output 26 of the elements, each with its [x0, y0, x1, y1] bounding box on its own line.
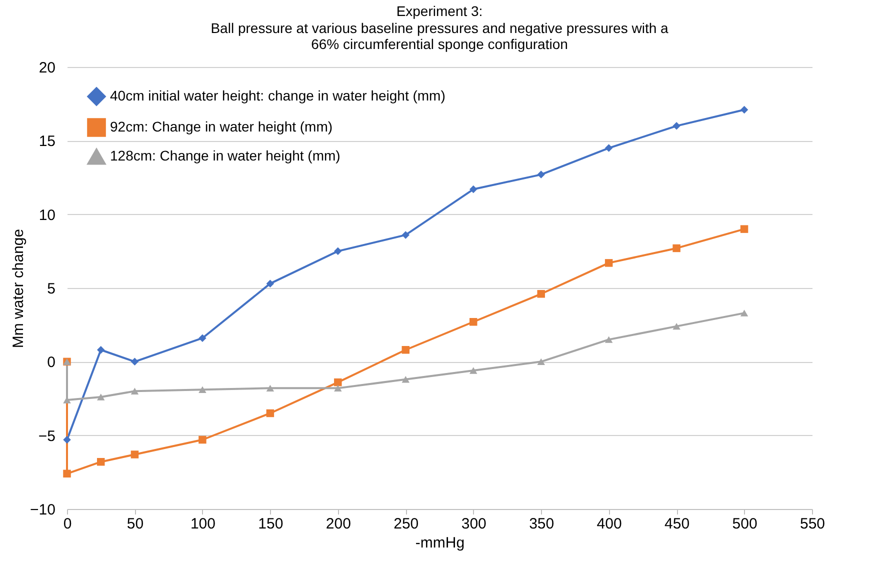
legend-label: 92cm: Change in water height (mm) — [110, 118, 333, 134]
x-tick-label: 200 — [326, 516, 351, 532]
x-axis-title: -mmHg — [415, 534, 465, 552]
y-tick-label: 10 — [38, 206, 56, 224]
y-tick-label: −10 — [30, 502, 56, 518]
legend-label: 40cm initial water height: change in water height (mm) — [110, 88, 446, 104]
x-tick-label: 50 — [126, 516, 144, 532]
y-tick-label: 5 — [47, 280, 56, 298]
y-tick-label: 20 — [38, 60, 56, 76]
y-tick-label: −5 — [38, 428, 56, 445]
y-tick-label: 0 — [47, 354, 56, 372]
chart-subtitle: Ball pressure at various baseline pressures and negative pressures with a 66% circumferential sponge configuration — [210, 20, 668, 52]
x-tick-label: 450 — [664, 516, 690, 532]
x-tick-label: 100 — [190, 516, 216, 532]
chart-title: Experiment 3: — [396, 3, 483, 19]
legend-label: 128cm: Change in water height (mm) — [110, 148, 340, 164]
y-axis-title: Mm water change — [10, 228, 28, 348]
x-tick-label: 350 — [529, 516, 554, 532]
x-tick-label: 0 — [63, 516, 72, 532]
x-tick-label: 400 — [596, 516, 622, 532]
x-tick-label: 550 — [800, 516, 826, 532]
x-tick-label: 300 — [461, 516, 486, 532]
x-tick-label: 250 — [394, 516, 419, 532]
y-tick-label: 15 — [38, 133, 56, 150]
x-tick-label: 500 — [732, 516, 758, 532]
x-tick-label: 150 — [258, 516, 284, 532]
